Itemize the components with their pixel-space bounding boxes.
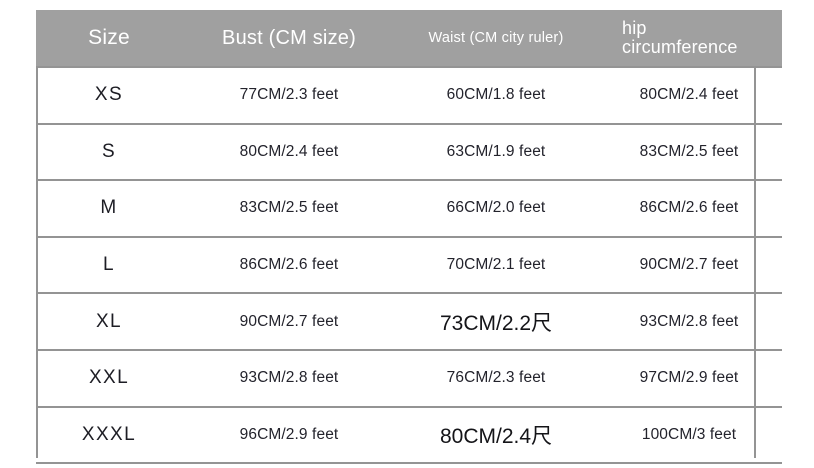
header-row: Size Bust (CM size) Waist (CM city ruler…	[36, 10, 782, 67]
cell-bust: 86CM/2.6 feet	[182, 235, 396, 294]
cell-hip: 83CM/2.5 feet	[596, 122, 782, 181]
size-chart: Size Bust (CM size) Waist (CM city ruler…	[36, 10, 782, 465]
table-header: Size Bust (CM size) Waist (CM city ruler…	[36, 10, 782, 67]
table-row: XXL 93CM/2.8 feet 76CM/2.3 feet 97CM/2.9…	[36, 348, 782, 407]
column-header-hip-line1: hip	[622, 17, 647, 38]
cell-size: XL	[36, 292, 182, 350]
cell-size: M	[36, 179, 182, 237]
table-row: L 86CM/2.6 feet 70CM/2.1 feet 90CM/2.7 f…	[36, 235, 782, 294]
cell-bust: 77CM/2.3 feet	[182, 66, 396, 124]
cell-waist: 73CM/2.2尺	[396, 292, 596, 350]
column-header-hip: hip circumference	[596, 10, 782, 67]
cell-bust: 90CM/2.7 feet	[182, 292, 396, 350]
cell-hip: 80CM/2.4 feet	[596, 66, 782, 124]
cell-bust: 93CM/2.8 feet	[182, 348, 396, 407]
table-left-border	[36, 67, 38, 458]
cell-hip: 86CM/2.6 feet	[596, 179, 782, 237]
cell-size: S	[36, 122, 182, 181]
table-row: M 83CM/2.5 feet 66CM/2.0 feet 86CM/2.6 f…	[36, 179, 782, 237]
column-header-waist: Waist (CM city ruler)	[428, 30, 564, 46]
column-header-hip-line2: circumference	[622, 37, 738, 57]
cell-waist: 66CM/2.0 feet	[396, 179, 596, 237]
cell-bust: 83CM/2.5 feet	[182, 179, 396, 237]
table-row: XXXL 96CM/2.9 feet 80CM/2.4尺 100CM/3 fee…	[36, 405, 782, 465]
column-header-size: Size	[88, 26, 130, 49]
cell-waist: 70CM/2.1 feet	[396, 235, 596, 294]
table-row: S 80CM/2.4 feet 63CM/1.9 feet 83CM/2.5 f…	[36, 122, 782, 181]
cell-waist: 60CM/1.8 feet	[396, 66, 596, 124]
cell-waist: 80CM/2.4尺	[396, 405, 596, 465]
column-header-bust: Bust (CM size)	[222, 26, 356, 49]
cell-hip: 90CM/2.7 feet	[596, 235, 782, 294]
cell-size: XXL	[36, 348, 182, 407]
cell-bust: 96CM/2.9 feet	[182, 405, 396, 465]
cell-waist: 76CM/2.3 feet	[396, 348, 596, 407]
cell-size: XXXL	[36, 405, 182, 465]
table-right-border	[754, 67, 756, 458]
cell-waist: 63CM/1.9 feet	[396, 122, 596, 181]
cell-size: XS	[36, 66, 182, 124]
cell-hip: 100CM/3 feet	[596, 405, 782, 465]
cell-hip: 93CM/2.8 feet	[596, 292, 782, 350]
table-body: XS 77CM/2.3 feet 60CM/1.8 feet 80CM/2.4 …	[36, 66, 782, 465]
table-row: XS 77CM/2.3 feet 60CM/1.8 feet 80CM/2.4 …	[36, 66, 782, 124]
cell-size: L	[36, 235, 182, 294]
cell-hip: 97CM/2.9 feet	[596, 348, 782, 407]
cell-bust: 80CM/2.4 feet	[182, 122, 396, 181]
size-chart-table: Size Bust (CM size) Waist (CM city ruler…	[36, 10, 782, 465]
table-row: XL 90CM/2.7 feet 73CM/2.2尺 93CM/2.8 feet	[36, 292, 782, 350]
